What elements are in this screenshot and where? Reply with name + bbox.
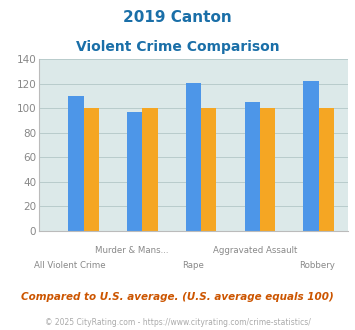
Bar <box>201 109 217 231</box>
Bar <box>318 109 334 231</box>
Text: Violent Crime Comparison: Violent Crime Comparison <box>76 40 279 53</box>
Text: Aggravated Assault: Aggravated Assault <box>213 246 297 255</box>
Bar <box>303 82 318 231</box>
Bar <box>127 112 142 231</box>
Bar <box>186 83 201 231</box>
Text: Rape: Rape <box>182 261 204 270</box>
Bar <box>142 109 158 231</box>
Bar <box>69 96 84 231</box>
Bar <box>260 109 275 231</box>
Legend: Canton, Texas, National: Canton, Texas, National <box>69 326 318 330</box>
Bar <box>84 109 99 231</box>
Text: Compared to U.S. average. (U.S. average equals 100): Compared to U.S. average. (U.S. average … <box>21 292 334 302</box>
Text: Murder & Mans...: Murder & Mans... <box>95 246 169 255</box>
Text: Robbery: Robbery <box>299 261 335 270</box>
Text: 2019 Canton: 2019 Canton <box>123 10 232 25</box>
Bar <box>245 102 260 231</box>
Text: © 2025 CityRating.com - https://www.cityrating.com/crime-statistics/: © 2025 CityRating.com - https://www.city… <box>45 318 310 327</box>
Text: All Violent Crime: All Violent Crime <box>34 261 106 270</box>
